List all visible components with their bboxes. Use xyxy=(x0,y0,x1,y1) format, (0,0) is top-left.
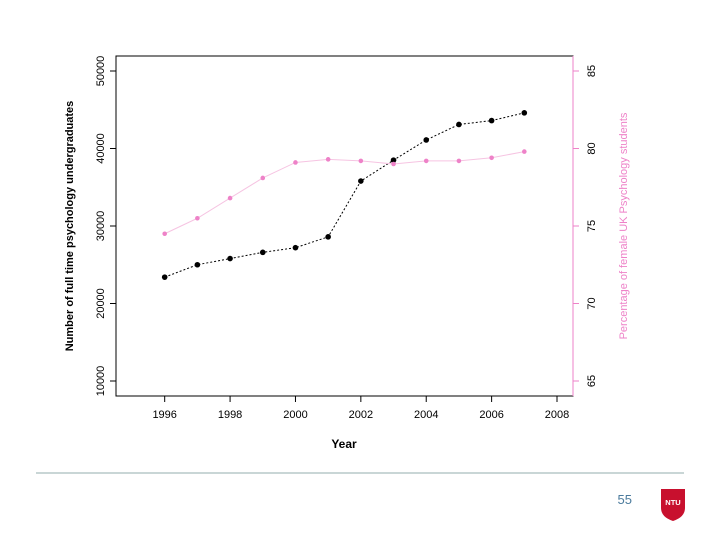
y-right-tick-label: 80 xyxy=(586,142,598,154)
undergraduates-point xyxy=(292,244,299,251)
y-left-tick-label: 20000 xyxy=(95,288,107,319)
undergraduates-point xyxy=(456,121,462,128)
female-percentage-point xyxy=(195,215,200,221)
y-left-tick-label: 30000 xyxy=(95,211,107,242)
y-right-tick-label: 75 xyxy=(586,220,598,232)
female-percentage-point xyxy=(260,175,266,181)
undergraduates-point xyxy=(358,178,364,184)
y-axis-right: 65 70 75 80 85 xyxy=(572,56,598,396)
series-layer xyxy=(161,110,528,280)
female-percentage-point xyxy=(293,160,298,165)
x-tick-label: 1996 xyxy=(152,409,176,421)
x-tick-label: 2000 xyxy=(283,409,307,421)
female-percentage-point xyxy=(423,158,429,164)
female-percentage-point xyxy=(489,155,494,161)
undergraduates-point xyxy=(521,110,528,116)
page-number: 55 xyxy=(617,492,632,507)
x-tick-label: 2008 xyxy=(545,409,569,421)
x-tick-label: 2002 xyxy=(349,409,373,421)
undergraduates-point xyxy=(227,255,233,262)
y-axis-right-label: Percentage of female UK Psychology stude… xyxy=(618,112,630,339)
y-axis-left-label: Number of full time psychology undergrad… xyxy=(64,101,76,352)
female-percentage-point xyxy=(162,231,167,237)
dual-axis-line-chart: 1996 1998 2000 2002 2004 2006 2008 10000 20000 3… xyxy=(64,55,630,451)
undergraduates-point xyxy=(325,234,331,240)
undergraduates-point xyxy=(390,157,397,163)
undergraduates-point xyxy=(161,274,168,280)
y-left-tick-label: 50000 xyxy=(95,56,107,87)
ntu-logo: NTU xyxy=(661,489,685,521)
undergraduates-point xyxy=(259,249,266,256)
x-tick-label: 2006 xyxy=(479,409,503,421)
undergraduates-point xyxy=(488,117,495,124)
undergraduates-point xyxy=(423,137,430,143)
female-percentage-point xyxy=(391,161,396,167)
x-axis: 1996 1998 2000 2002 2004 2006 2008 xyxy=(152,396,569,421)
slide-divider xyxy=(36,472,684,474)
y-right-tick-label: 70 xyxy=(586,297,598,309)
female-percentage-point xyxy=(227,195,233,201)
x-axis-label: Year xyxy=(331,437,357,451)
female-percentage-point xyxy=(358,158,364,164)
y-axis-left: 10000 20000 30000 40000 50000 xyxy=(95,56,116,397)
x-tick-label: 1998 xyxy=(218,409,242,421)
plot-frame xyxy=(115,55,574,397)
female-percentage-point xyxy=(456,158,462,164)
series-female-percentage-line xyxy=(164,151,525,235)
female-percentage-point xyxy=(522,149,527,154)
y-left-tick-label: 10000 xyxy=(95,366,107,397)
y-right-tick-label: 85 xyxy=(586,65,598,77)
logo-text: NTU xyxy=(665,498,680,507)
x-tick-label: 2004 xyxy=(414,409,438,421)
series-undergraduates-line xyxy=(164,112,525,278)
female-percentage-point xyxy=(325,157,331,162)
y-right-tick-label: 65 xyxy=(586,375,598,387)
undergraduates-point xyxy=(194,261,201,268)
y-left-tick-label: 40000 xyxy=(95,133,107,164)
